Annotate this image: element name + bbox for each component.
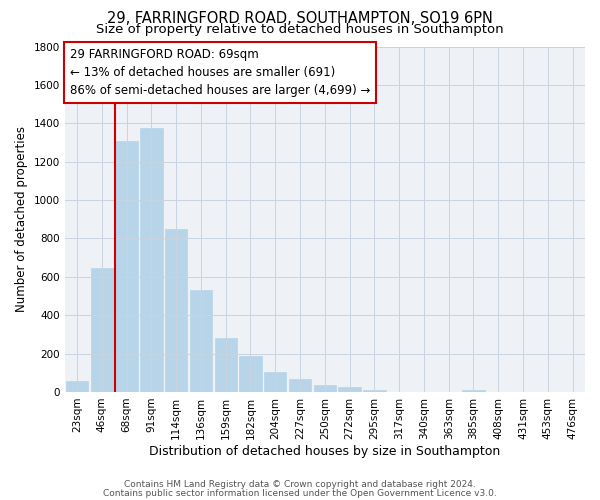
Text: 29 FARRINGFORD ROAD: 69sqm
← 13% of detached houses are smaller (691)
86% of sem: 29 FARRINGFORD ROAD: 69sqm ← 13% of deta… xyxy=(70,48,370,97)
Bar xyxy=(314,385,336,392)
Text: 29, FARRINGFORD ROAD, SOUTHAMPTON, SO19 6PN: 29, FARRINGFORD ROAD, SOUTHAMPTON, SO19 … xyxy=(107,11,493,26)
Bar xyxy=(165,229,187,392)
Bar xyxy=(91,268,113,392)
Bar xyxy=(115,140,138,392)
Bar xyxy=(140,128,163,392)
Bar xyxy=(239,356,262,392)
X-axis label: Distribution of detached houses by size in Southampton: Distribution of detached houses by size … xyxy=(149,444,500,458)
Y-axis label: Number of detached properties: Number of detached properties xyxy=(15,126,28,312)
Bar xyxy=(289,378,311,392)
Bar xyxy=(66,382,88,392)
Text: Contains HM Land Registry data © Crown copyright and database right 2024.: Contains HM Land Registry data © Crown c… xyxy=(124,480,476,489)
Bar xyxy=(264,372,286,392)
Text: Size of property relative to detached houses in Southampton: Size of property relative to detached ho… xyxy=(96,22,504,36)
Text: Contains public sector information licensed under the Open Government Licence v3: Contains public sector information licen… xyxy=(103,488,497,498)
Bar xyxy=(363,390,386,392)
Bar xyxy=(338,387,361,392)
Bar xyxy=(463,390,485,392)
Bar xyxy=(190,290,212,392)
Bar xyxy=(215,338,237,392)
